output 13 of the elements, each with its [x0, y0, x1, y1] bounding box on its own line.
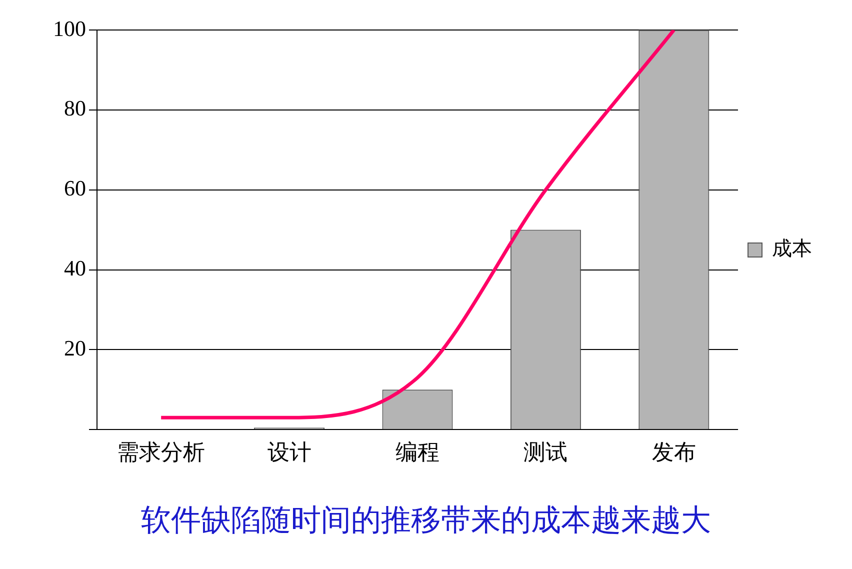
x-tick-label: 测试 [524, 440, 568, 466]
y-tick-label: 100 [53, 16, 86, 41]
x-tick-label: 设计 [267, 440, 312, 466]
x-tick-label: 发布 [652, 440, 696, 466]
text: 软件缺陷随时间的推移带来的成本越来越大 [140, 502, 712, 540]
y-tick-label: 20 [64, 335, 86, 360]
x-tick-label: 需求分析 [117, 440, 206, 466]
y-tick-label: 60 [64, 176, 86, 201]
y-tick-label: 80 [64, 96, 86, 121]
legend-label: 成本 [772, 236, 812, 260]
x-tick-label: 编程 [396, 440, 440, 466]
line-series [159, 30, 676, 420]
y-tick-label: 40 [64, 256, 86, 281]
